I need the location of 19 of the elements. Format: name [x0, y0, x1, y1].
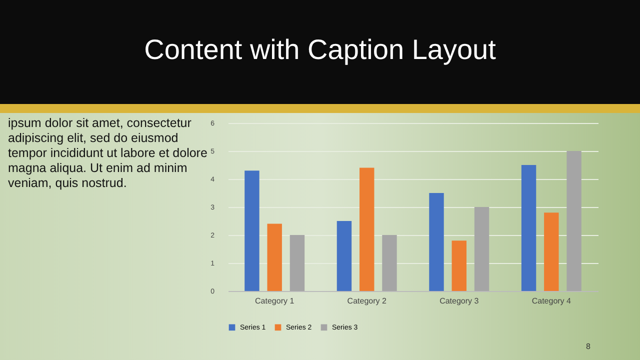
bar: [521, 165, 536, 291]
bar: [360, 168, 374, 291]
bar: [267, 224, 282, 291]
x-tick-label: Category 4: [532, 296, 572, 306]
x-tick-label: Category 3: [440, 296, 480, 306]
x-tick-label: Category 1: [255, 296, 295, 306]
bar: [566, 151, 582, 291]
chart-title: Content with Caption Layout: [143, 34, 497, 66]
bar: [382, 235, 397, 291]
bar: [244, 170, 260, 291]
bar: [429, 193, 444, 291]
x-tick-label: Category 2: [347, 296, 387, 306]
bar: [290, 235, 305, 291]
text: 8: [586, 342, 590, 351]
bar: [474, 207, 490, 291]
text: ipsum dolor sit amet, consectetur adipiscing elit, sed do eiusmod tempor incididunt ut labore et dolore magna aliqua. Ut enim ad minim veniam, quis nostrud.: [8, 116, 208, 191]
bar: [336, 221, 352, 291]
bar: [452, 240, 466, 291]
bar: [544, 212, 559, 291]
